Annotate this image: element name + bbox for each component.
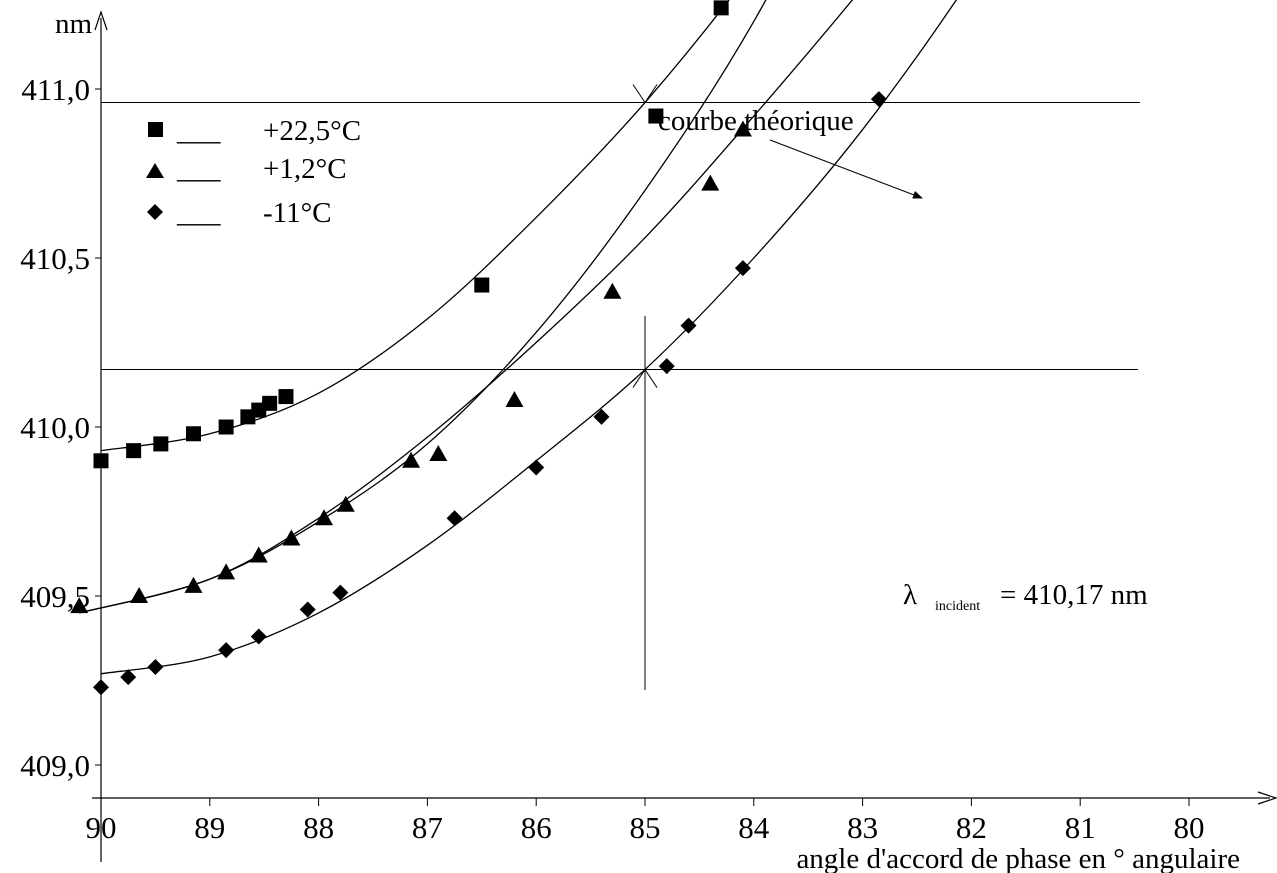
triangle-data-point <box>429 445 448 462</box>
legend-item-minus-11c: ___ -11°C <box>147 197 332 229</box>
square-data-point <box>185 426 201 442</box>
fit-curve <box>79 0 854 614</box>
diamond-data-point <box>870 91 887 108</box>
triangle-data-point <box>603 282 622 299</box>
y-tick-label: 409,0 <box>20 748 90 783</box>
x-axis-title: angle d'accord de phase en ° angulaire <box>796 843 1240 873</box>
triangle-data-point <box>336 495 355 512</box>
legend-triangle-marker <box>146 163 164 178</box>
fit-curve <box>100 0 730 452</box>
triangle-data-point <box>184 576 203 593</box>
triangle-data-point <box>282 529 301 546</box>
diamond-data-point <box>250 628 267 645</box>
square-data-point <box>262 395 278 411</box>
triangle-data-point <box>733 120 752 137</box>
triangle-data-point <box>505 390 524 407</box>
data-points <box>70 0 887 696</box>
legend-dash: ___ <box>176 197 221 229</box>
y-axis-arrow <box>94 10 108 31</box>
diamond-data-point <box>120 669 137 686</box>
incident-wavelength-label: λ incident = 410,17 nm <box>903 579 1148 614</box>
triangle-data-point <box>130 587 149 603</box>
diamond-data-point <box>446 510 463 527</box>
diamond-data-point <box>93 679 109 696</box>
diamond-data-point <box>658 358 675 375</box>
x-tick-label: 80 <box>1174 810 1205 845</box>
diamond-data-point <box>593 408 610 425</box>
square-data-point <box>713 0 729 16</box>
x-tick-label: 88 <box>303 810 334 845</box>
triangle-data-point <box>217 563 236 580</box>
square-data-point <box>218 419 234 435</box>
legend-item-1-2c: ___ +1,2°C <box>146 153 347 185</box>
diamond-data-point <box>680 317 697 334</box>
triangle-data-point <box>70 597 89 614</box>
diamond-data-point <box>528 459 545 476</box>
theoretical-curve-label: courbe théorique <box>658 105 854 137</box>
reference-lines <box>101 84 1140 690</box>
legend-label: +22,5°C <box>263 115 361 147</box>
x-tick-label: 90 <box>86 810 117 845</box>
x-tick-label: 89 <box>194 810 225 845</box>
legend-item-22-5c: ___ +22,5°C <box>148 115 361 147</box>
square-data-point <box>648 108 664 124</box>
square-data-point <box>474 277 490 293</box>
lambda-value: = 410,17 nm <box>1000 579 1148 611</box>
lambda-subscript: incident <box>935 599 980 614</box>
diamond-data-point <box>147 658 164 675</box>
x-tick-label: 83 <box>847 810 878 845</box>
y-axis-title: nm <box>55 8 93 40</box>
tick-labels: 409,0409,5410,0410,5411,0411,5412,0412,5… <box>20 72 1205 845</box>
y-tick-label: 410,0 <box>20 410 90 445</box>
legend-dash: ___ <box>176 115 221 147</box>
x-axis-arrow <box>1257 791 1277 805</box>
triangle-data-point <box>402 451 421 468</box>
square-data-point <box>126 443 142 459</box>
diamond-data-point <box>332 584 349 601</box>
lambda-symbol: λ <box>903 579 917 611</box>
y-tick-label: 410,5 <box>20 241 90 276</box>
square-data-point <box>278 389 294 405</box>
x-tick-label: 86 <box>521 810 552 845</box>
diamond-data-point <box>218 642 235 659</box>
legend: ___ +22,5°C ___ +1,2°C ___ -11°C <box>146 115 361 229</box>
triangle-data-point <box>315 509 334 526</box>
diamond-data-point <box>299 601 316 618</box>
triangle-data-point <box>701 174 720 191</box>
x-tick-label: 82 <box>956 810 987 845</box>
fit-curve <box>100 0 958 675</box>
legend-label: -11°C <box>263 197 332 229</box>
legend-dash: ___ <box>176 153 221 185</box>
legend-label: +1,2°C <box>263 153 347 185</box>
axes <box>92 10 1277 862</box>
x-tick-label: 87 <box>412 810 443 845</box>
square-data-point <box>153 436 169 452</box>
x-tick-label: 84 <box>738 810 770 845</box>
x-tick-label: 85 <box>630 810 661 845</box>
fit-curves <box>79 0 958 675</box>
legend-square-marker <box>148 122 163 137</box>
legend-diamond-marker <box>147 204 163 220</box>
y-tick-label: 411,0 <box>21 72 90 107</box>
theoretical-curve-pointer <box>769 139 923 199</box>
diamond-data-point <box>734 260 751 277</box>
theoretical-curve <box>79 0 767 614</box>
square-data-point <box>93 453 109 469</box>
triangle-data-point <box>249 546 268 563</box>
x-tick-label: 81 <box>1065 810 1096 845</box>
